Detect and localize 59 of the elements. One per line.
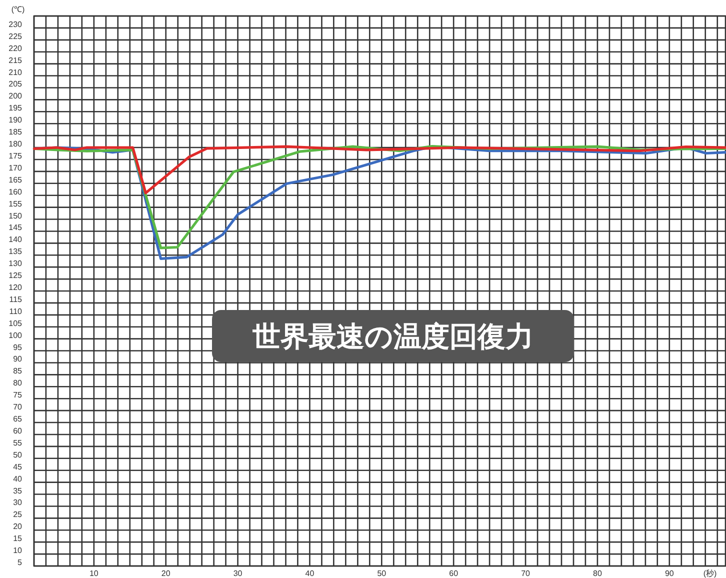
y-tick-label: 100 (8, 330, 23, 340)
y-tick-label: 20 (13, 522, 23, 532)
y-tick-label: 10 (13, 546, 23, 556)
y-tick-label: 15 (13, 534, 23, 544)
y-tick-label: 95 (13, 342, 23, 352)
y-axis-title: (℃) (11, 5, 25, 14)
y-tick-label: 5 (18, 558, 23, 567)
y-tick-label: 45 (13, 462, 23, 472)
y-tick-label: 130 (8, 259, 23, 268)
y-tick-label: 145 (8, 223, 23, 232)
y-tick-label: 180 (8, 140, 23, 149)
y-tick-label: 60 (13, 426, 23, 436)
y-tick-label: 125 (8, 271, 23, 280)
y-tick-label: 65 (13, 414, 23, 424)
annotation: 世界最速の温度回復力 (252, 321, 534, 352)
y-tick-label: 140 (8, 235, 23, 244)
y-tick-label: 170 (8, 163, 23, 172)
x-tick-label: 10 (89, 569, 99, 578)
y-tick-label: 165 (8, 175, 23, 184)
y-tick-label: 195 (8, 104, 23, 113)
y-tick-label: 230 (8, 20, 23, 29)
x-tick-label: 70 (521, 569, 531, 578)
y-tick-label: 75 (13, 390, 23, 400)
y-tick-label: 225 (8, 32, 23, 41)
x-tick-label: 50 (377, 569, 387, 578)
y-tick-label: 190 (8, 116, 23, 125)
y-tick-label: 50 (13, 450, 23, 460)
y-tick-label: 35 (13, 486, 23, 496)
y-tick-label: 40 (13, 474, 23, 484)
x-tick-label: 60 (449, 569, 459, 578)
x-tick-label: 80 (593, 569, 602, 578)
y-tick-label: 185 (8, 128, 23, 137)
y-tick-label: 215 (8, 56, 23, 65)
y-tick-label: 150 (8, 211, 23, 220)
x-tick-label: 90 (664, 569, 674, 578)
x-tick-label: 20 (161, 569, 171, 578)
y-tick-label: 205 (8, 80, 23, 89)
y-tick-label: 110 (9, 306, 23, 316)
y-tick-label: 85 (13, 366, 23, 376)
x-axis-title: (秒) (703, 569, 717, 578)
y-tick-label: 220 (8, 44, 23, 53)
x-tick-label: 30 (233, 569, 243, 578)
y-tick-label: 155 (8, 199, 23, 208)
y-tick-label: 120 (8, 283, 23, 292)
y-tick-label: 30 (13, 498, 23, 508)
y-tick-label: 105 (8, 318, 23, 328)
y-tick-label: 80 (13, 378, 23, 388)
annotation: 世界最速の温度回復力 (212, 310, 574, 362)
y-tick-label: 210 (8, 68, 23, 77)
y-tick-label: 115 (9, 294, 23, 304)
y-tick-label: 25 (13, 510, 23, 520)
y-tick-label: 90 (13, 354, 23, 364)
y-tick-label: 160 (8, 187, 23, 196)
y-tick-label: 135 (8, 247, 23, 256)
y-tick-label: 55 (13, 438, 23, 448)
y-tick-label: 175 (8, 151, 23, 160)
y-tick-label: 200 (8, 92, 23, 101)
y-tick-label: 70 (13, 402, 23, 412)
x-tick-label: 40 (305, 569, 315, 578)
